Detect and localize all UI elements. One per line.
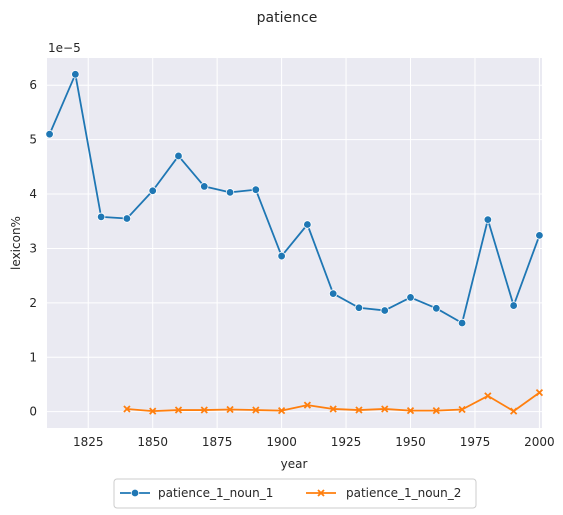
data-point [380,306,389,315]
data-point [406,406,415,415]
data-point [509,301,518,310]
data-point [122,214,132,223]
y-tick-label: 6 [29,78,37,92]
x-tick-label: 1825 [73,435,104,449]
y-axis-label: lexicon% [9,216,23,270]
legend-marker-series-2 [317,489,325,497]
legend-label-series-2: patience_1_noun_2 [346,486,461,500]
data-point [96,212,106,222]
data-point [510,407,518,415]
x-tick-label: 1925 [331,435,362,449]
data-point [381,405,389,413]
series-layer [45,70,544,415]
x-tick-label: 1875 [202,435,233,449]
data-point [252,406,260,414]
data-point [354,303,364,312]
data-point [328,289,338,298]
data-point [251,185,261,194]
data-point [458,405,466,414]
plot-background [47,58,542,428]
legend-marker-series-1 [130,488,140,498]
legend-frame [113,478,477,509]
x-axis-label: year [281,457,308,471]
data-point [71,70,80,79]
data-point [123,405,131,413]
x-tick-label: 1850 [137,435,168,449]
data-point [484,392,492,400]
y-tick-label: 0 [29,405,37,419]
tick-labels: 1825 1850 1875 1900 1925 1950 1975 2000 0 1 2 3 4 5 6 [29,78,554,449]
y-multiplier-label: 1e−5 [48,41,81,55]
y-tick-label: 3 [29,241,37,255]
data-point [225,188,235,197]
series-1 [45,70,544,328]
data-point [535,388,544,397]
data-point [329,405,337,413]
data-point [303,401,312,409]
data-point [277,251,286,261]
data-point [149,407,157,415]
x-tick-label: 1900 [266,435,297,449]
data-point [174,151,183,161]
data-point [432,406,440,415]
data-point [45,129,54,139]
legend: patience_1_noun_1 patience_1_noun_2 [113,478,477,509]
data-point [200,182,209,191]
data-point [483,215,493,224]
x-tick-label: 1950 [395,435,426,449]
data-point [226,405,234,414]
data-point [535,231,544,240]
series-line [48,73,541,324]
series-2 [123,388,544,415]
data-point [432,304,441,313]
data-point [277,406,286,415]
grid [47,58,542,428]
data-point [174,406,183,414]
y-tick-label: 5 [29,133,37,147]
data-point [457,318,467,328]
y-tick-label: 1 [29,350,37,364]
data-point [200,406,208,414]
legend-label-series-1: patience_1_noun_1 [158,486,273,500]
x-tick-label: 2000 [524,435,555,449]
y-tick-label: 2 [29,296,37,310]
x-tick-label: 1975 [460,435,491,449]
y-tick-label: 4 [29,187,37,201]
chart-title: patience [257,10,318,26]
data-point [148,186,157,195]
data-point [406,293,415,302]
data-point [303,220,312,229]
data-point [355,406,363,414]
